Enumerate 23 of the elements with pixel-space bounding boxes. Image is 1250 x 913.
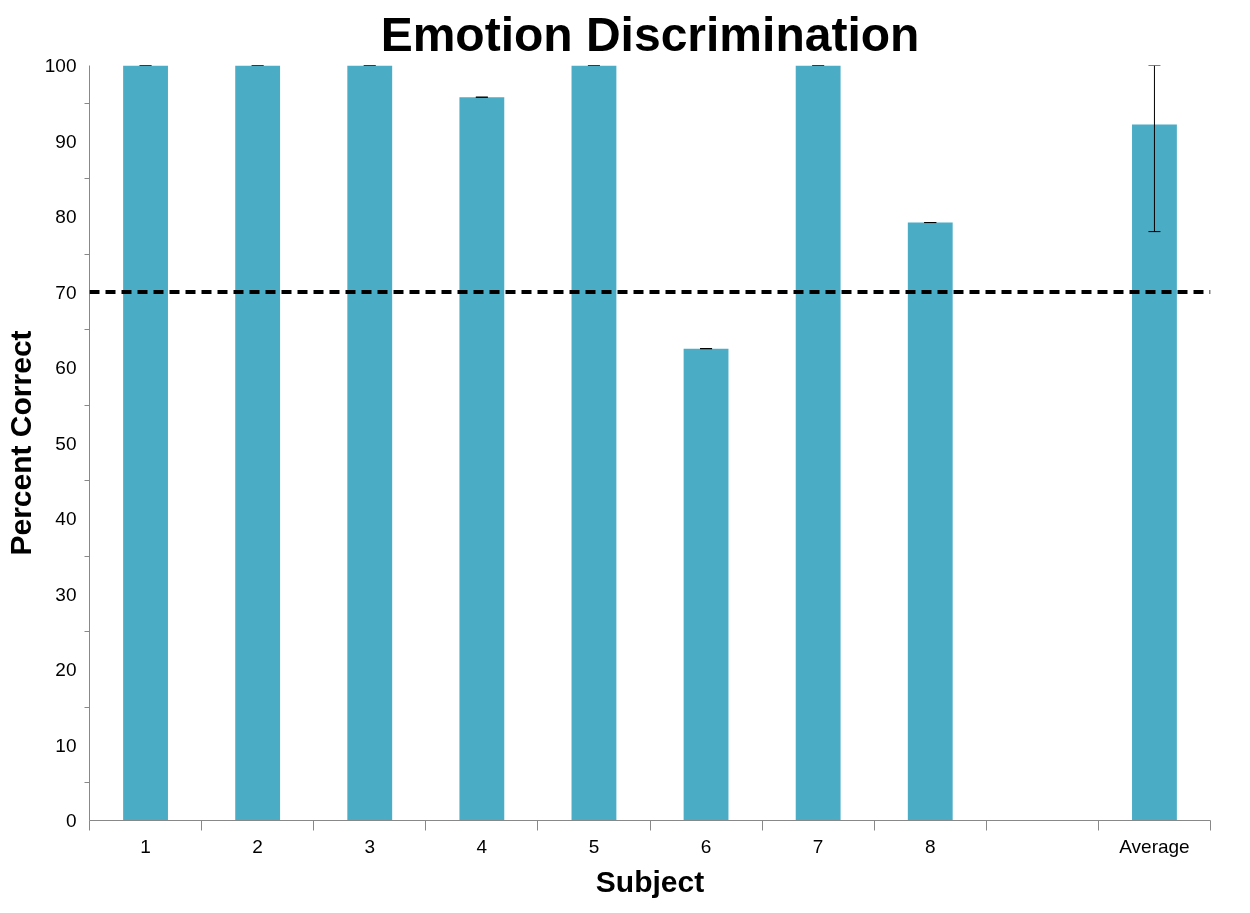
y-tick-label: 90	[55, 130, 77, 152]
y-tick-label: 80	[55, 206, 77, 227]
x-tick-label: Average	[1119, 835, 1190, 857]
x-tick-label: 4	[476, 835, 488, 857]
y-tick-label: 40	[55, 508, 77, 529]
x-axis-title: Subject	[595, 864, 705, 898]
x-tick-label: 2	[252, 835, 263, 857]
x-tick-label: 5	[588, 835, 600, 857]
y-axis-title: Percent Correct	[3, 330, 37, 556]
y-tick-label: 30	[55, 583, 77, 605]
x-tick-label: 6	[700, 835, 712, 857]
y-tick-label: 0	[65, 810, 77, 831]
y-tick-label: 10	[55, 734, 77, 756]
y-tick-label: 50	[55, 432, 77, 454]
y-tick-label: 60	[55, 357, 77, 378]
y-tick-label: 20	[55, 659, 77, 680]
x-tick-label: 3	[364, 835, 376, 857]
x-tick-label: 7	[812, 835, 824, 857]
y-tick-label: 100	[44, 55, 77, 76]
y-tick-label: 70	[55, 281, 77, 303]
x-tick-label: 1	[140, 835, 151, 857]
x-tick-label: 8	[924, 835, 936, 857]
chart-title: Emotion Discrimination	[380, 7, 920, 61]
